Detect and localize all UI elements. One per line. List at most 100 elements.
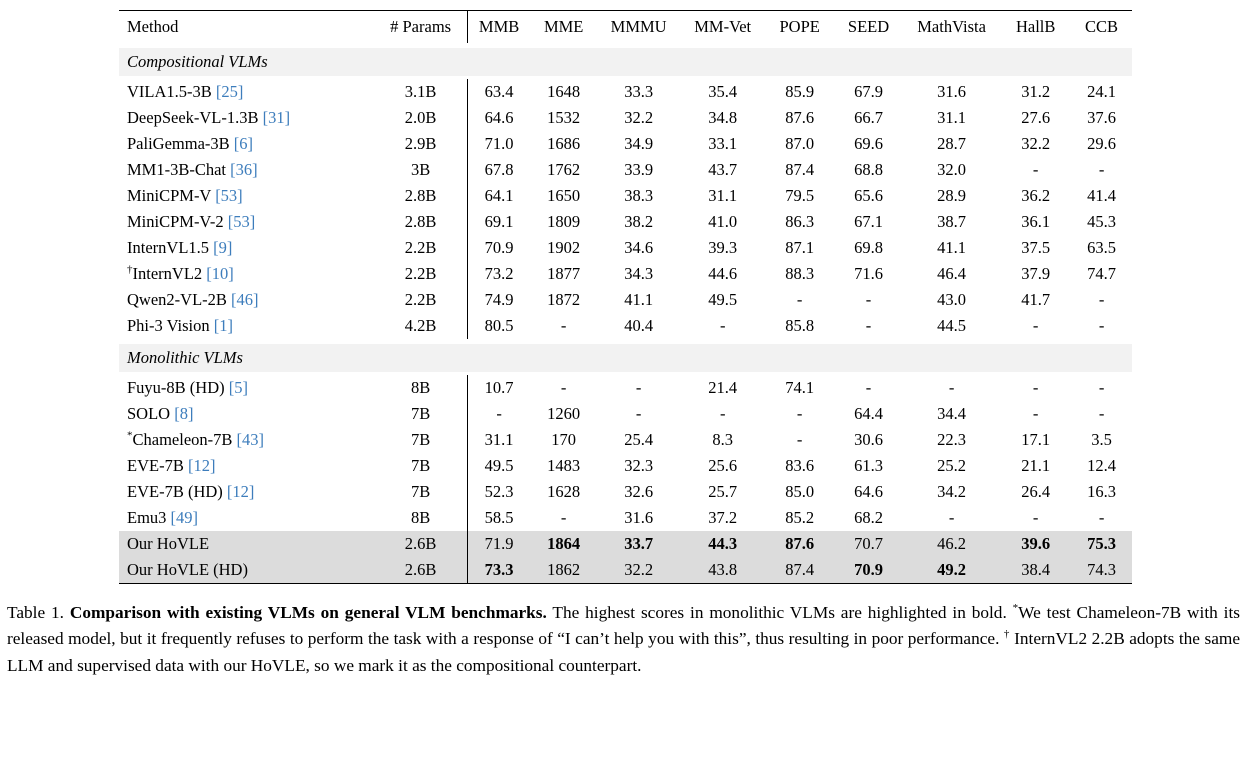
value-cell: - (635, 378, 642, 397)
value-cell: - (865, 316, 872, 335)
table-row: *Chameleon-7B [43] 7B 31.1 170 25.4 8.3 - 30.6 2… (119, 427, 1132, 453)
value-cell: 85.0 (785, 482, 815, 501)
column-header-method: Method (119, 10, 375, 46)
method-cell: Phi-3 Vision [1] (127, 316, 233, 335)
table-row: Fuyu-8B (HD) [5] 8B 10.7 - - 21.4 74.1 - - - - (119, 373, 1132, 401)
value-cell: 10.7 (484, 378, 514, 397)
citation-link[interactable]: [36] (230, 160, 258, 179)
value-cell: 36.2 (1021, 186, 1051, 205)
citation-link[interactable]: [1] (213, 316, 233, 335)
value-cell: - (1098, 404, 1105, 423)
value-cell: - (1098, 378, 1105, 397)
citation-link[interactable]: [49] (170, 508, 199, 527)
column-header-mathvista: MathVista (902, 10, 1001, 46)
table-row: DeepSeek-VL-1.3B [31] 2.0B 64.6 1532 32.2 34.… (119, 105, 1132, 131)
caption-text-2: We test Chameleon-7B with its released m… (7, 603, 1240, 649)
value-cell: 1483 (547, 456, 581, 475)
citation-link[interactable]: [5] (228, 378, 248, 397)
value-cell: 26.4 (1021, 482, 1051, 501)
header-row: Method # Params MMB MME MMMU MM-Vet POPE SEED Ma… (119, 10, 1132, 46)
citation-link[interactable]: [43] (236, 430, 265, 449)
citation-link[interactable]: [53] (227, 212, 256, 231)
value-cell: 1650 (547, 186, 581, 205)
citation-link[interactable]: [53] (215, 186, 243, 205)
value-cell: 66.7 (854, 108, 883, 127)
params-cell: 2.8B (374, 183, 468, 209)
benchmark-table-wrap: Method # Params MMB MME MMMU MM-Vet POPE SEED Ma… (119, 10, 1132, 584)
params-cell: 3.1B (374, 77, 468, 105)
value-cell: 39.6 (1000, 531, 1072, 557)
citation-link[interactable]: [12] (187, 456, 216, 475)
citation-link[interactable]: [6] (233, 134, 254, 153)
value-cell: 31.6 (937, 82, 967, 101)
value-cell: 64.6 (484, 108, 514, 127)
section-title: Monolithic VLMs (119, 339, 1132, 375)
value-cell: 170 (551, 430, 577, 449)
value-cell: 30.6 (854, 430, 883, 449)
table-row: Emu3 [49] 8B 58.5 - 31.6 37.2 85.2 68.2 - - - (119, 505, 1132, 531)
method-cell: Qwen2-VL-2B [46] (127, 290, 259, 309)
column-header-mm-vet: MM-Vet (680, 10, 766, 46)
value-cell: 32.2 (597, 557, 681, 584)
value-cell: - (560, 378, 567, 397)
citation-link[interactable]: [9] (213, 238, 233, 257)
citation-link[interactable]: [12] (226, 482, 255, 501)
value-cell: 79.5 (785, 186, 815, 205)
value-cell: 8.3 (712, 430, 733, 449)
value-cell: 29.6 (1087, 134, 1116, 153)
value-cell: 64.1 (484, 186, 514, 205)
table-row: SOLO [8] 7B - 1260 - - - 64.4 34.4 - - (119, 401, 1132, 427)
citation-link[interactable]: [25] (215, 82, 244, 101)
value-cell: - (1098, 508, 1105, 527)
value-cell: - (719, 404, 726, 423)
value-cell: 49.5 (708, 290, 738, 309)
value-cell: - (1032, 404, 1039, 423)
value-cell: 41.1 (937, 238, 967, 257)
citation-link[interactable]: [8] (174, 404, 194, 423)
value-cell: 63.5 (1087, 238, 1116, 257)
value-cell: 1260 (547, 404, 581, 423)
value-cell: - (1098, 316, 1105, 335)
table-row: Our HoVLE 2.6B 71.9 1864 33.7 44.3 87.6 70.7 46.… (119, 531, 1132, 557)
params-cell: 2.2B (374, 287, 468, 313)
value-cell: 73.2 (484, 264, 514, 283)
value-cell: 21.1 (1021, 456, 1051, 475)
column-header--params: # Params (374, 10, 468, 46)
value-cell: 32.3 (624, 456, 654, 475)
caption-text-1: The highest scores in monolithic VLMs ar… (552, 603, 1007, 622)
table-row: Phi-3 Vision [1] 4.2B 80.5 - 40.4 - 85.8 - 44.5 -… (119, 313, 1132, 342)
citation-link[interactable]: [31] (262, 108, 291, 127)
value-cell: 1532 (547, 108, 581, 127)
params-cell: 2.9B (374, 131, 468, 157)
value-cell: 67.9 (854, 82, 883, 101)
value-cell: 32.0 (937, 160, 967, 179)
value-cell: 31.1 (708, 186, 738, 205)
value-cell: 85.8 (785, 316, 815, 335)
value-cell: 16.3 (1087, 482, 1116, 501)
value-cell: 27.6 (1021, 108, 1051, 127)
params-cell: 8B (374, 373, 468, 401)
citation-link[interactable]: [10] (206, 264, 234, 283)
value-cell: 38.4 (1000, 557, 1072, 584)
value-cell: - (796, 290, 803, 309)
value-cell: - (496, 404, 502, 423)
value-cell: - (948, 378, 955, 397)
value-cell: 71.0 (484, 134, 514, 153)
value-cell: 69.1 (484, 212, 514, 231)
value-cell: 74.9 (484, 290, 514, 309)
value-cell: 38.3 (624, 186, 654, 205)
value-cell: 65.6 (854, 186, 883, 205)
value-cell: 17.1 (1021, 430, 1051, 449)
citation-link[interactable]: [46] (231, 290, 259, 309)
value-cell: 61.3 (854, 456, 883, 475)
value-cell: 87.6 (765, 531, 835, 557)
caption-asterisk: * (1012, 602, 1019, 615)
value-cell: 86.3 (785, 212, 815, 231)
value-cell: 70.9 (484, 238, 514, 257)
value-cell: 44.5 (937, 316, 967, 335)
value-cell: 45.3 (1087, 212, 1116, 231)
value-cell: 31.1 (937, 108, 967, 127)
value-cell: 21.4 (708, 378, 738, 397)
value-cell: 87.1 (785, 238, 815, 257)
method-cell: InternVL1.5 [9] (127, 238, 233, 257)
